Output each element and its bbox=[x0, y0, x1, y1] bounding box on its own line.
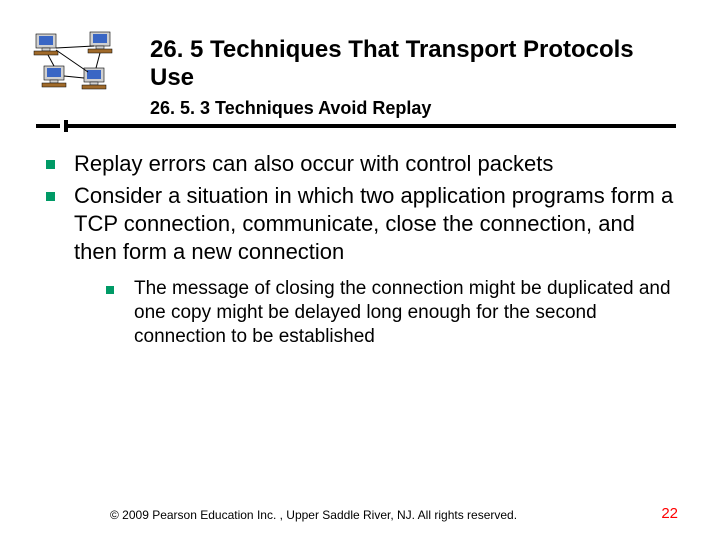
slide-title: 26. 5 Techniques That Transport Protocol… bbox=[150, 36, 670, 91]
slide-subtitle: 26. 5. 3 Techniques Avoid Replay bbox=[150, 98, 670, 119]
bullet-text: Consider a situation in which two applic… bbox=[74, 183, 673, 264]
sub-bullet-list: The message of closing the connection mi… bbox=[74, 277, 678, 350]
body-content: Replay errors can also occur with contro… bbox=[42, 150, 678, 354]
square-bullet-icon bbox=[46, 160, 55, 169]
square-bullet-icon bbox=[46, 192, 55, 201]
copyright-text: © 2009 Pearson Education Inc. , Upper Sa… bbox=[110, 508, 517, 522]
sub-bullet-item: The message of closing the connection mi… bbox=[102, 277, 678, 350]
square-bullet-icon bbox=[106, 286, 114, 294]
page-number: 22 bbox=[661, 505, 678, 522]
emphasis-text: control packets bbox=[405, 151, 553, 176]
slide: 26. 5 Techniques That Transport Protocol… bbox=[0, 0, 720, 540]
title-underline bbox=[36, 124, 676, 130]
sub-bullet-text: The message of closing the connection mi… bbox=[134, 278, 671, 348]
bullet-item: Consider a situation in which two applic… bbox=[42, 182, 678, 349]
footer: © 2009 Pearson Education Inc. , Upper Sa… bbox=[0, 502, 720, 522]
header: 26. 5 Techniques That Transport Protocol… bbox=[0, 0, 720, 140]
network-clipart-icon bbox=[30, 26, 120, 96]
bullet-text: Replay errors can also occur with contro… bbox=[74, 151, 553, 176]
bullet-item: Replay errors can also occur with contro… bbox=[42, 150, 678, 178]
